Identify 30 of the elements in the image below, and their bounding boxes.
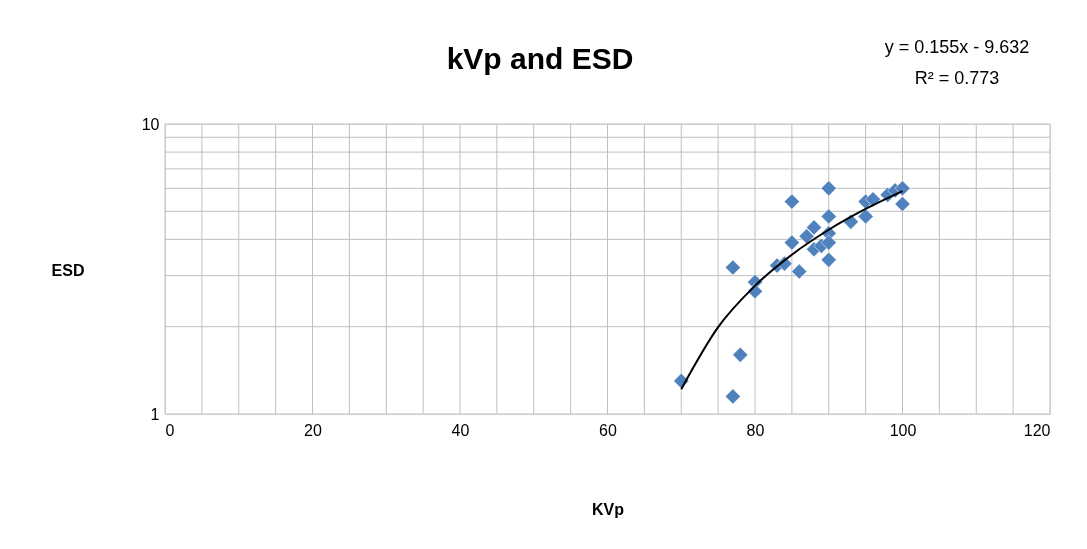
x-tick-label: 40 [451, 421, 470, 439]
point [820, 208, 837, 225]
point [865, 191, 881, 208]
y-axis-title: ESD [51, 262, 85, 279]
point [725, 259, 741, 276]
x-tick-label: 100 [889, 421, 917, 439]
text: y = 0.155x - 9.632 [884, 37, 1030, 57]
x-tick-label: 60 [599, 421, 617, 439]
point [725, 388, 741, 405]
y-tick-label: 10 [141, 115, 160, 133]
point [806, 219, 822, 236]
point [894, 180, 911, 197]
point [791, 263, 808, 280]
point [732, 346, 749, 363]
point [784, 193, 800, 210]
y-tick-label: 1 [150, 405, 160, 423]
chart-title: kVp and ESD [446, 42, 634, 75]
point [857, 208, 874, 225]
x-tick-label: 0 [165, 421, 175, 439]
x-tick-label: 120 [1023, 421, 1051, 439]
point [820, 252, 837, 268]
point [798, 228, 815, 245]
point [820, 234, 837, 251]
x-tick-label: 80 [746, 421, 765, 439]
x-axis-title: KVp [592, 501, 625, 518]
point [784, 234, 800, 251]
x-tick-label: 20 [304, 421, 322, 439]
text: R² = 0.773 [914, 68, 1000, 88]
point [894, 196, 911, 212]
point [820, 180, 837, 197]
